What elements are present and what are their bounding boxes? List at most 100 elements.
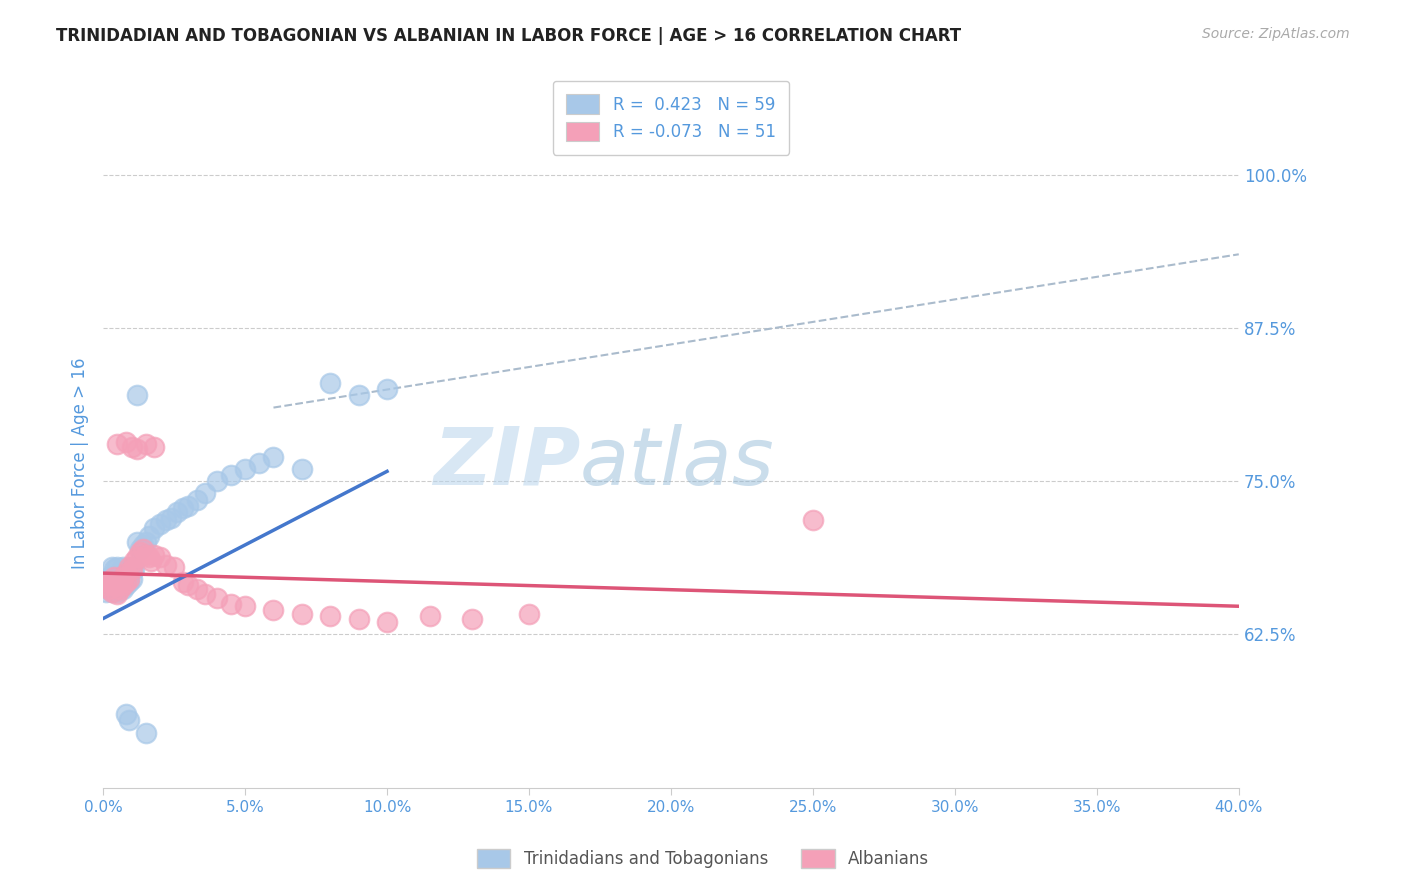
Point bbox=[219, 468, 242, 483]
Point bbox=[118, 574, 141, 589]
Point bbox=[115, 574, 138, 589]
Point bbox=[801, 513, 824, 527]
Point bbox=[186, 492, 208, 507]
Point bbox=[233, 599, 256, 614]
Point bbox=[127, 550, 149, 565]
Point bbox=[100, 572, 122, 586]
Text: atlas: atlas bbox=[581, 424, 775, 502]
Point bbox=[103, 578, 125, 592]
Point bbox=[108, 574, 131, 589]
Point bbox=[108, 572, 131, 586]
Point bbox=[205, 474, 228, 488]
Point bbox=[291, 607, 314, 621]
Point bbox=[166, 505, 188, 519]
Legend: Trinidadians and Tobagonians, Albanians: Trinidadians and Tobagonians, Albanians bbox=[470, 842, 936, 875]
Point bbox=[121, 572, 143, 586]
Point bbox=[143, 440, 166, 454]
Point bbox=[263, 603, 285, 617]
Y-axis label: In Labor Force | Age > 16: In Labor Force | Age > 16 bbox=[72, 357, 89, 568]
Point bbox=[149, 550, 172, 565]
Point bbox=[108, 578, 131, 592]
Point bbox=[129, 541, 152, 556]
Point bbox=[94, 578, 117, 592]
Point bbox=[347, 388, 370, 402]
Point bbox=[103, 574, 125, 589]
Point bbox=[233, 462, 256, 476]
Point bbox=[115, 707, 138, 722]
Point bbox=[177, 578, 200, 592]
Point bbox=[132, 541, 155, 556]
Point bbox=[103, 562, 125, 576]
Point bbox=[194, 587, 217, 601]
Point bbox=[149, 517, 172, 532]
Point bbox=[263, 450, 285, 464]
Point bbox=[105, 578, 128, 592]
Point bbox=[127, 388, 149, 402]
Point bbox=[115, 566, 138, 581]
Point bbox=[100, 560, 122, 574]
Point bbox=[105, 572, 128, 586]
Point bbox=[517, 607, 540, 621]
Point bbox=[100, 584, 122, 599]
Point bbox=[105, 560, 128, 574]
Point bbox=[115, 578, 138, 592]
Point bbox=[103, 582, 125, 596]
Point bbox=[135, 535, 157, 549]
Point bbox=[132, 538, 155, 552]
Point bbox=[111, 574, 134, 589]
Point bbox=[160, 511, 183, 525]
Point bbox=[319, 376, 342, 390]
Text: ZIP: ZIP bbox=[433, 424, 581, 502]
Point bbox=[347, 611, 370, 625]
Point bbox=[115, 572, 138, 586]
Point bbox=[118, 560, 141, 574]
Point bbox=[105, 584, 128, 599]
Point bbox=[375, 615, 398, 630]
Point bbox=[97, 574, 120, 589]
Point bbox=[135, 725, 157, 739]
Text: Source: ZipAtlas.com: Source: ZipAtlas.com bbox=[1202, 27, 1350, 41]
Point bbox=[141, 554, 163, 568]
Point bbox=[111, 582, 134, 596]
Point bbox=[375, 382, 398, 396]
Point bbox=[124, 562, 146, 576]
Point bbox=[100, 584, 122, 599]
Point bbox=[291, 462, 314, 476]
Point bbox=[94, 584, 117, 599]
Point bbox=[105, 587, 128, 601]
Point bbox=[115, 566, 138, 581]
Point bbox=[127, 535, 149, 549]
Point bbox=[111, 570, 134, 584]
Point bbox=[194, 486, 217, 500]
Point bbox=[97, 570, 120, 584]
Point bbox=[247, 456, 270, 470]
Point bbox=[118, 566, 141, 581]
Point bbox=[155, 513, 177, 527]
Point bbox=[219, 597, 242, 611]
Point bbox=[100, 578, 122, 592]
Point bbox=[111, 578, 134, 592]
Point bbox=[135, 437, 157, 451]
Point bbox=[143, 548, 166, 562]
Point bbox=[94, 578, 117, 592]
Point bbox=[103, 570, 125, 584]
Point bbox=[97, 582, 120, 596]
Point bbox=[127, 442, 149, 457]
Point bbox=[121, 562, 143, 576]
Point bbox=[108, 566, 131, 581]
Point bbox=[155, 558, 177, 572]
Point bbox=[172, 574, 194, 589]
Point bbox=[105, 570, 128, 584]
Point bbox=[129, 545, 152, 559]
Point bbox=[103, 570, 125, 584]
Point bbox=[100, 574, 122, 589]
Text: TRINIDADIAN AND TOBAGONIAN VS ALBANIAN IN LABOR FORCE | AGE > 16 CORRELATION CHA: TRINIDADIAN AND TOBAGONIAN VS ALBANIAN I… bbox=[56, 27, 962, 45]
Point bbox=[138, 550, 160, 565]
Point bbox=[163, 560, 186, 574]
Point bbox=[105, 437, 128, 451]
Point bbox=[135, 548, 157, 562]
Legend: R =  0.423   N = 59, R = -0.073   N = 51: R = 0.423 N = 59, R = -0.073 N = 51 bbox=[553, 81, 789, 154]
Point bbox=[177, 499, 200, 513]
Point bbox=[97, 574, 120, 589]
Point bbox=[108, 582, 131, 596]
